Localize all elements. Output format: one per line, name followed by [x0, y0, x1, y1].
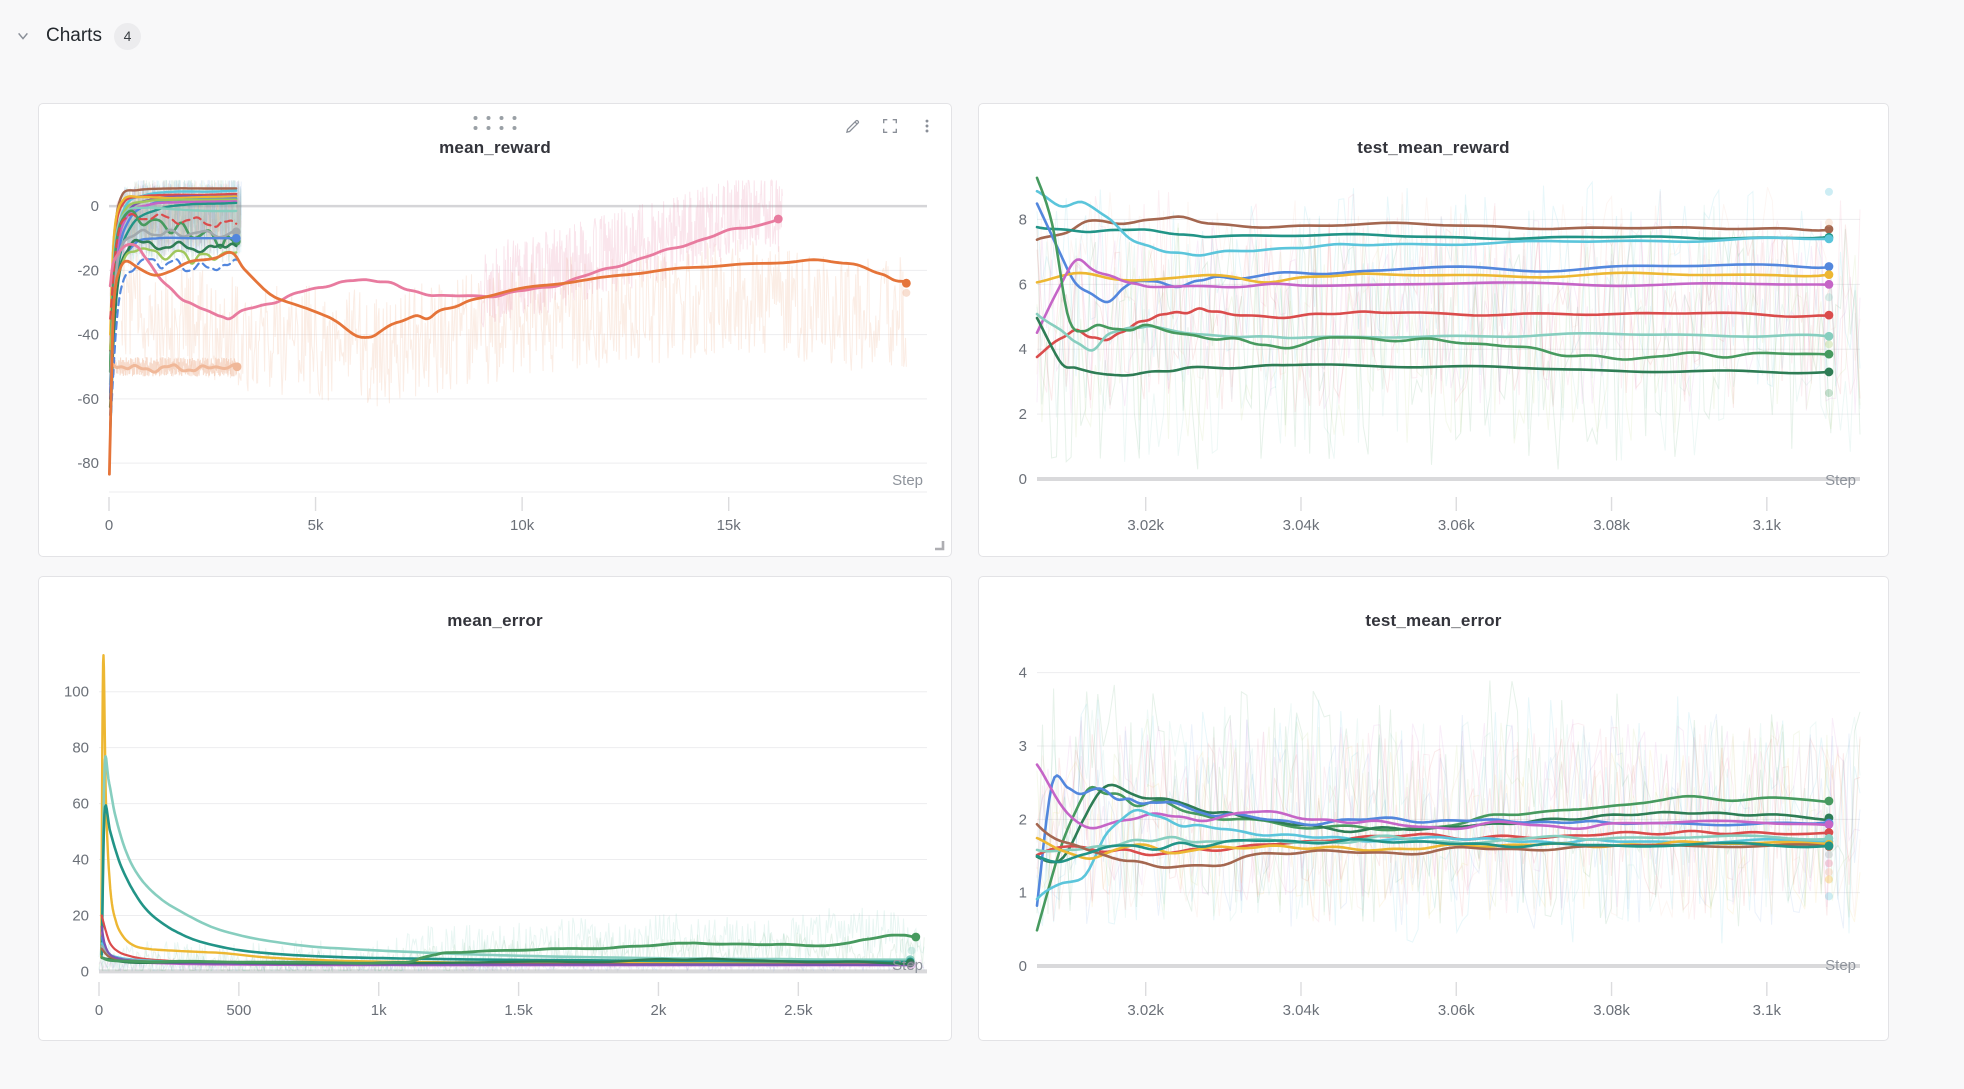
svg-text:Step: Step — [1825, 472, 1856, 489]
svg-text:3: 3 — [1019, 738, 1027, 755]
svg-text:15k: 15k — [717, 517, 742, 534]
svg-text:8: 8 — [1019, 211, 1027, 228]
svg-text:0: 0 — [81, 963, 89, 980]
svg-text:3.1k: 3.1k — [1753, 517, 1782, 534]
fullscreen-icon[interactable] — [880, 116, 900, 136]
chart-panel-mean-reward: mean_reward 0 5k 10k 15k 0 -20 -40 -60 -80 Step — [38, 103, 952, 557]
svg-text:Step: Step — [1825, 957, 1856, 974]
svg-text:Step: Step — [892, 472, 923, 489]
svg-text:0: 0 — [95, 1002, 103, 1019]
svg-text:4: 4 — [1019, 341, 1027, 358]
svg-text:0: 0 — [1019, 471, 1027, 488]
svg-text:-60: -60 — [77, 391, 99, 408]
svg-text:0: 0 — [105, 517, 113, 534]
kebab-menu-icon[interactable] — [917, 116, 937, 136]
svg-text:10k: 10k — [510, 517, 535, 534]
svg-text:3.1k: 3.1k — [1753, 1002, 1782, 1019]
svg-text:60: 60 — [72, 796, 89, 813]
svg-text:1k: 1k — [371, 1002, 387, 1019]
chart-panel-test-mean-error: test_mean_error 3.02k 3.04k 3.06k 3.08k 3.1k… — [978, 576, 1889, 1041]
svg-text:3.06k: 3.06k — [1438, 1002, 1475, 1019]
svg-text:Step: Step — [892, 957, 923, 974]
svg-text:3.08k: 3.08k — [1593, 517, 1630, 534]
svg-text:500: 500 — [226, 1002, 251, 1019]
svg-text:-80: -80 — [77, 455, 99, 472]
svg-text:4: 4 — [1019, 665, 1027, 682]
svg-text:3.02k: 3.02k — [1127, 517, 1164, 534]
svg-text:2.5k: 2.5k — [784, 1002, 813, 1019]
svg-text:6: 6 — [1019, 276, 1027, 293]
chart-title: test_mean_reward — [979, 138, 1888, 158]
svg-text:1: 1 — [1019, 885, 1027, 902]
chart-title: mean_error — [39, 611, 951, 631]
drag-handle-dots[interactable] — [474, 116, 517, 130]
resize-corner-handle[interactable] — [932, 538, 946, 552]
charts-section-header: Charts 4 — [0, 0, 1964, 56]
test-mean-reward-chart-canvas[interactable]: 3.02k 3.04k 3.06k 3.08k 3.1k 0 2 4 6 8 Step — [979, 164, 1888, 542]
chart-title: mean_reward — [39, 138, 951, 158]
svg-text:1.5k: 1.5k — [504, 1002, 533, 1019]
chart-panel-mean-error: mean_error 0 500 1k 1.5k 2k 2.5k 0 20 40 60 80 100 S… — [38, 576, 952, 1041]
svg-text:20: 20 — [72, 907, 89, 924]
svg-text:2: 2 — [1019, 811, 1027, 828]
svg-text:80: 80 — [72, 740, 89, 757]
svg-text:3.04k: 3.04k — [1283, 517, 1320, 534]
mean-error-chart-canvas[interactable]: 0 500 1k 1.5k 2k 2.5k 0 20 40 60 80 100 Step — [39, 637, 951, 1027]
svg-text:40: 40 — [72, 852, 89, 869]
test-mean-error-chart-canvas[interactable]: 3.02k 3.04k 3.06k 3.08k 3.1k 0 1 2 3 4 Step — [979, 637, 1888, 1027]
svg-text:2k: 2k — [651, 1002, 667, 1019]
svg-text:3.06k: 3.06k — [1438, 517, 1475, 534]
svg-text:0: 0 — [1019, 958, 1027, 975]
section-title: Charts — [46, 25, 102, 47]
charts-count-badge: 4 — [114, 23, 141, 50]
chart-title: test_mean_error — [979, 611, 1888, 631]
svg-text:3.04k: 3.04k — [1283, 1002, 1320, 1019]
svg-text:-40: -40 — [77, 327, 99, 344]
svg-text:3.08k: 3.08k — [1593, 1002, 1630, 1019]
chart-panel-test-mean-reward: test_mean_reward 3.02k 3.04k 3.06k 3.08k 3.1… — [978, 103, 1889, 557]
mean-reward-chart-canvas[interactable]: 0 5k 10k 15k 0 -20 -40 -60 -80 Step — [39, 164, 951, 542]
svg-text:100: 100 — [64, 684, 89, 701]
edit-pencil-icon[interactable] — [843, 116, 863, 136]
svg-text:2: 2 — [1019, 406, 1027, 423]
svg-text:0: 0 — [91, 198, 99, 215]
charts-grid: mean_reward 0 5k 10k 15k 0 -20 -40 -60 -80 Step t… — [38, 103, 1889, 1041]
chevron-down-icon[interactable] — [12, 25, 34, 47]
svg-text:-20: -20 — [77, 262, 99, 279]
svg-text:3.02k: 3.02k — [1127, 1002, 1164, 1019]
svg-text:5k: 5k — [308, 517, 324, 534]
